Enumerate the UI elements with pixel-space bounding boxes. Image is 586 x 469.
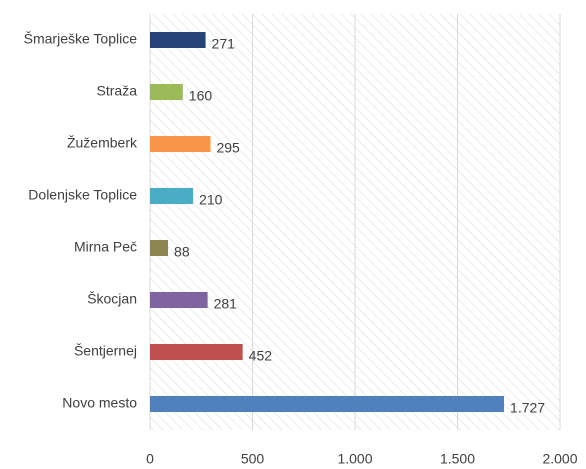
x-tick-label: 1.500 <box>440 451 475 467</box>
y-tick-label: Dolenjske Toplice <box>28 187 137 203</box>
bar <box>150 188 194 204</box>
value-label: 452 <box>249 348 273 364</box>
x-tick-label: 500 <box>241 451 265 467</box>
x-tick-label: 0 <box>146 451 154 467</box>
bar <box>150 84 183 100</box>
value-label: 281 <box>214 296 238 312</box>
y-tick-label: Šentjernej <box>74 343 137 359</box>
bar <box>150 136 211 152</box>
bar <box>150 32 206 48</box>
value-label: 1.727 <box>510 400 545 416</box>
y-tick-label: Šmarješke Toplice <box>24 31 138 47</box>
bar <box>150 292 208 308</box>
x-tick-label: 1.000 <box>337 451 372 467</box>
y-tick-label: Mirna Peč <box>74 239 137 255</box>
value-label: 271 <box>212 36 236 52</box>
y-tick-label: Straža <box>97 83 138 99</box>
value-label: 295 <box>216 140 240 156</box>
y-tick-label: Novo mesto <box>62 395 137 411</box>
value-label: 210 <box>199 192 223 208</box>
bar <box>150 344 243 360</box>
y-tick-label: Žužemberk <box>67 135 138 151</box>
value-label: 160 <box>189 88 213 104</box>
x-tick-label: 2.000 <box>542 451 577 467</box>
bar <box>150 396 505 412</box>
y-tick-label: Škocjan <box>87 291 137 307</box>
bar <box>150 240 169 256</box>
value-label: 88 <box>174 244 190 260</box>
